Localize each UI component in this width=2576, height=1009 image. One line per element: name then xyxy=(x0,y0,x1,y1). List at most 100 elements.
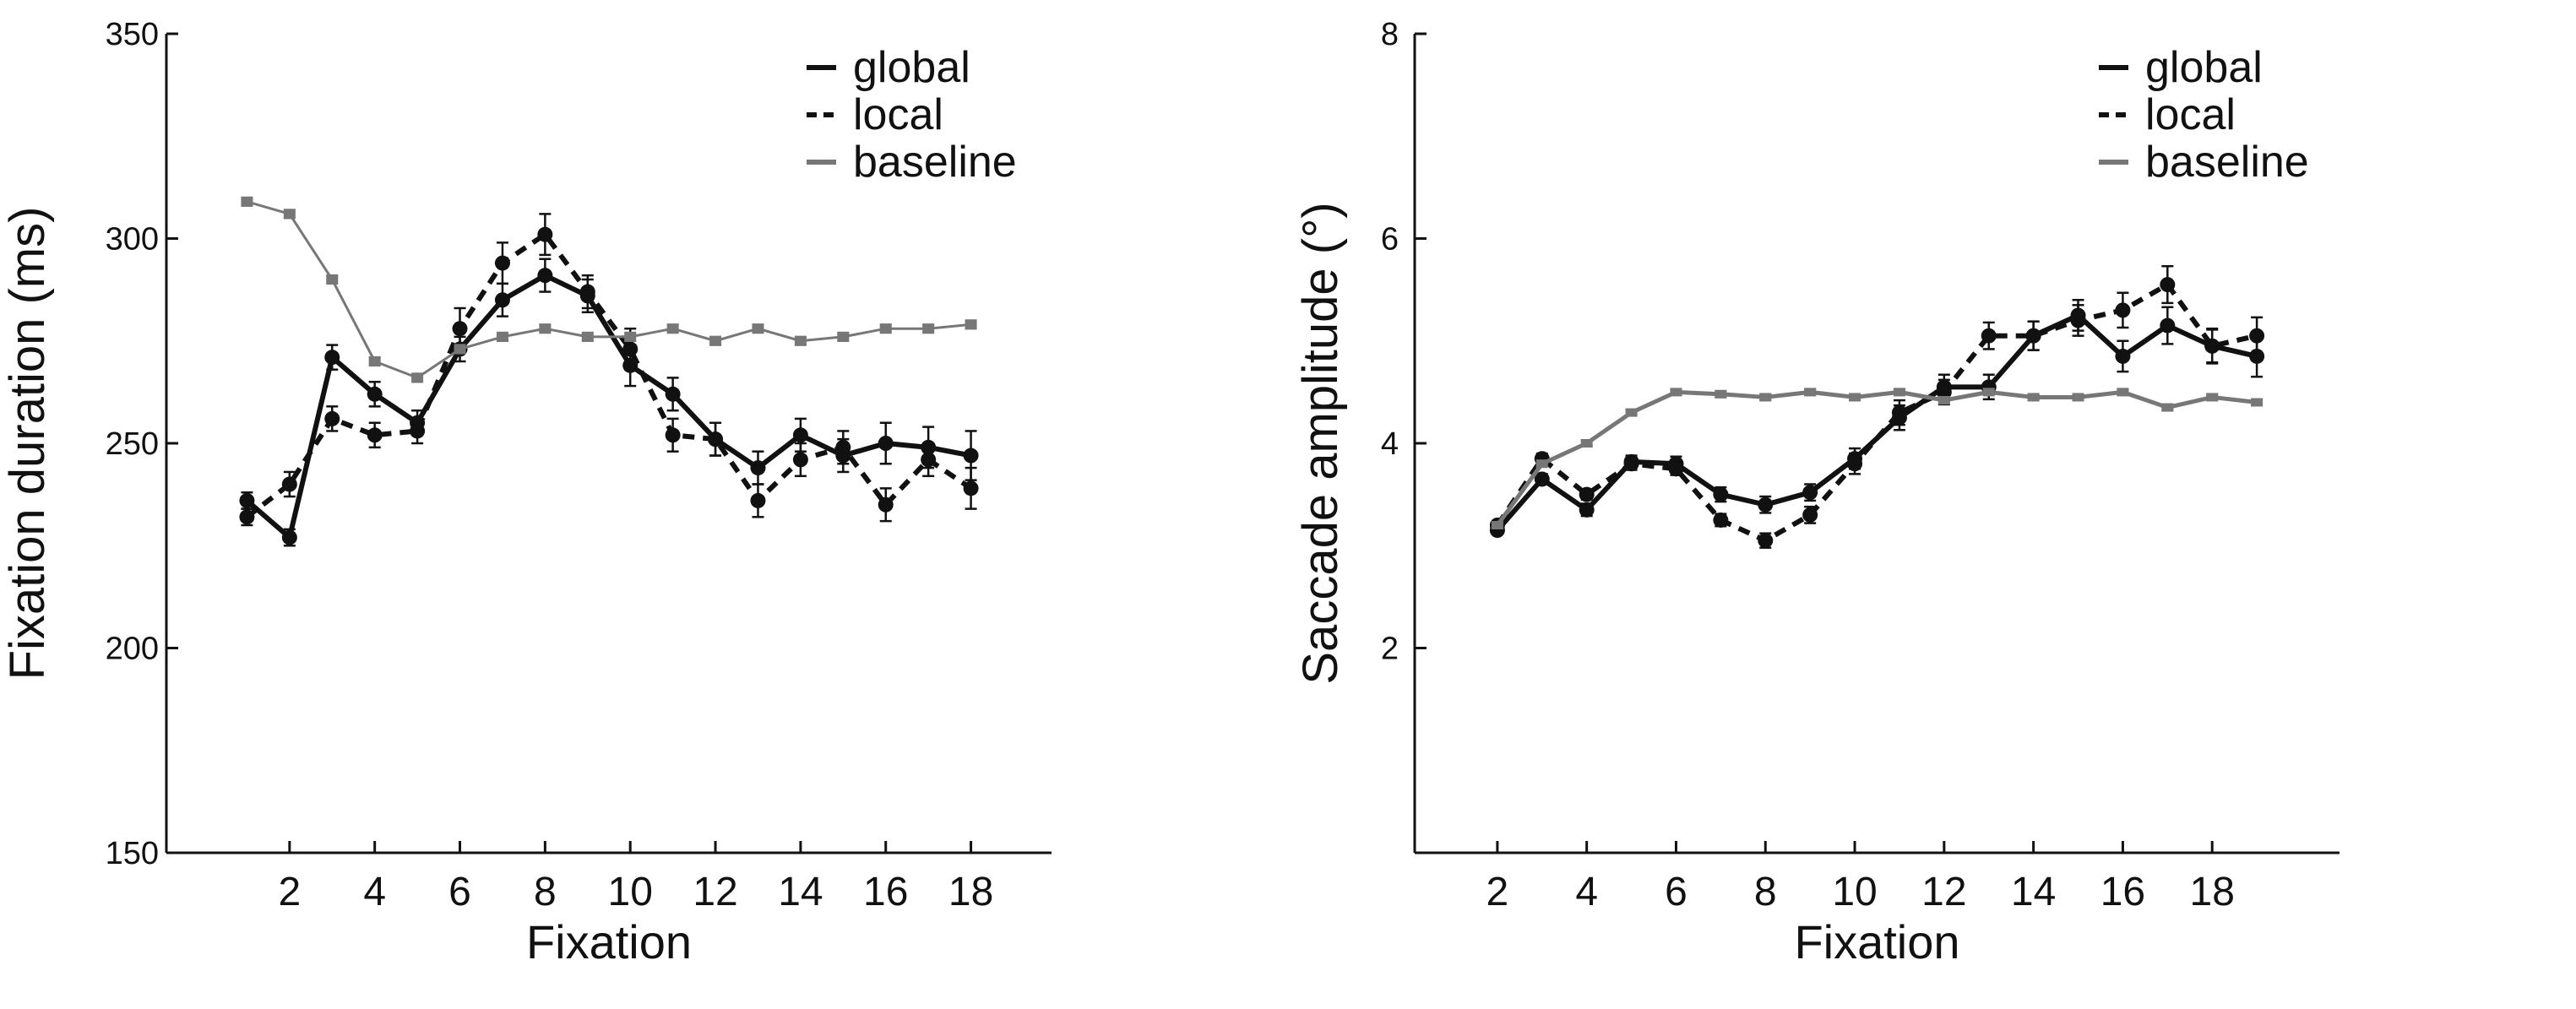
data-point xyxy=(624,332,637,341)
series-line-local xyxy=(245,231,973,519)
data-point xyxy=(2072,393,2084,402)
data-point xyxy=(2160,317,2176,334)
data-point xyxy=(1937,396,1950,405)
data-point xyxy=(921,452,937,468)
data-point xyxy=(496,332,508,341)
data-point xyxy=(1891,404,1907,420)
legend-label-local: local xyxy=(2145,90,2236,139)
series-line-local xyxy=(1495,282,2258,544)
x-tick-label: 10 xyxy=(608,870,653,914)
y-tick-label: 2 xyxy=(1381,632,1399,667)
data-point xyxy=(494,292,510,308)
data-point xyxy=(792,427,808,443)
data-point xyxy=(1534,471,1550,487)
data-point xyxy=(367,386,383,402)
data-point xyxy=(1491,521,1503,529)
series-global xyxy=(1489,299,2265,539)
data-point xyxy=(1580,439,1593,448)
data-point xyxy=(1668,461,1684,477)
data-point xyxy=(835,439,851,455)
data-point xyxy=(2027,393,2040,402)
data-point xyxy=(879,324,892,334)
data-point xyxy=(1670,388,1682,397)
x-tick-label: 12 xyxy=(693,870,737,914)
data-point xyxy=(1758,533,1774,549)
data-point xyxy=(1713,512,1729,528)
data-point xyxy=(750,460,766,476)
x-tick-label: 2 xyxy=(278,870,301,914)
data-point xyxy=(2206,393,2219,402)
data-point xyxy=(324,350,340,366)
data-point xyxy=(709,336,722,345)
x-tick-label: 16 xyxy=(863,870,908,914)
data-point xyxy=(922,324,935,334)
series-line-baseline xyxy=(247,200,971,379)
data-point xyxy=(283,209,296,219)
y-tick-label: 4 xyxy=(1381,426,1399,462)
x-tick-label: 18 xyxy=(2190,870,2235,914)
x-tick-label: 4 xyxy=(363,870,386,914)
series-baseline xyxy=(241,196,977,383)
legend-label-baseline: baseline xyxy=(853,138,1017,187)
data-point xyxy=(965,320,977,329)
data-point xyxy=(537,268,553,284)
data-point xyxy=(1713,486,1729,502)
data-point xyxy=(1936,384,1952,400)
data-point xyxy=(1579,486,1595,502)
data-point xyxy=(1759,393,1772,402)
data-point xyxy=(2117,388,2129,397)
y-tick-label: 6 xyxy=(1381,222,1399,258)
data-point xyxy=(878,496,894,513)
x-tick-label: 14 xyxy=(778,870,823,914)
data-point xyxy=(792,452,808,468)
y-tick-label: 8 xyxy=(1381,17,1399,52)
y-axis-title: Saccade amplitude (°) xyxy=(1293,202,1348,684)
data-point xyxy=(2249,328,2265,344)
data-point xyxy=(454,344,466,354)
x-tick-label: 8 xyxy=(1754,870,1777,914)
x-tick-label: 6 xyxy=(1665,870,1687,914)
data-point xyxy=(2025,328,2041,344)
x-tick-label: 10 xyxy=(1832,870,1877,914)
data-point xyxy=(794,336,807,345)
data-point xyxy=(411,373,424,382)
data-point xyxy=(324,410,340,426)
legend-label-global: global xyxy=(853,43,970,92)
data-point xyxy=(2161,403,2174,412)
data-point xyxy=(1849,393,1861,402)
data-point xyxy=(326,275,339,284)
data-point xyxy=(1625,408,1638,417)
data-point xyxy=(750,492,766,508)
data-point xyxy=(2160,277,2176,293)
y-tick-label: 250 xyxy=(106,426,159,462)
legend-label-global: global xyxy=(2145,43,2263,92)
data-point xyxy=(1623,456,1639,472)
series-line-baseline xyxy=(1495,389,2258,527)
data-point xyxy=(539,324,552,334)
series-local xyxy=(1489,264,2265,549)
data-point xyxy=(666,324,679,334)
x-tick-label: 14 xyxy=(2011,870,2056,914)
data-point xyxy=(2070,312,2086,328)
x-tick-label: 2 xyxy=(1486,870,1509,914)
saccade-amplitude-chart: 2 4 6 8 2 4 6 8 10 12 14 16 18 Fixation Saccade amplit… xyxy=(1293,17,2340,968)
x-tick-label: 4 xyxy=(1575,870,1598,914)
data-point xyxy=(241,197,253,206)
data-point xyxy=(367,427,383,443)
x-axis-title: Fixation xyxy=(1794,915,1959,968)
data-point xyxy=(2251,398,2264,407)
data-point xyxy=(579,284,595,300)
data-point xyxy=(368,357,381,366)
data-point xyxy=(494,255,510,271)
data-point xyxy=(1804,388,1817,397)
data-point xyxy=(281,529,297,545)
data-point xyxy=(1847,456,1863,472)
y-tick-label: 300 xyxy=(106,222,159,258)
data-point xyxy=(708,431,724,448)
data-point xyxy=(1802,485,1818,501)
x-tick-label: 12 xyxy=(1921,870,1966,914)
data-point xyxy=(410,423,426,439)
